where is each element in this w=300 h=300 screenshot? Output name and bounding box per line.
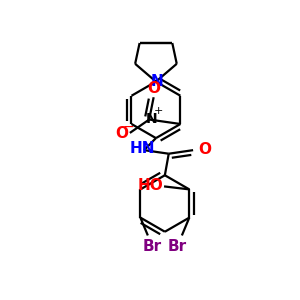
Text: N: N — [151, 74, 164, 88]
Text: Br: Br — [168, 239, 187, 254]
Text: +: + — [154, 106, 164, 116]
Text: O: O — [115, 126, 128, 141]
Text: Br: Br — [143, 239, 162, 254]
Text: HO: HO — [138, 178, 164, 193]
Text: N: N — [146, 112, 158, 126]
Text: O: O — [148, 81, 161, 96]
Text: −: − — [123, 119, 134, 134]
Text: HN: HN — [130, 141, 155, 156]
Text: O: O — [198, 142, 211, 157]
